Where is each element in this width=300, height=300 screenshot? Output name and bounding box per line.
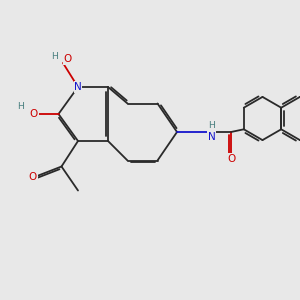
Text: N: N bbox=[208, 131, 215, 142]
Text: O: O bbox=[30, 109, 38, 119]
Text: H: H bbox=[51, 52, 58, 61]
Text: N: N bbox=[74, 82, 82, 92]
Text: H: H bbox=[18, 102, 24, 111]
Text: H: H bbox=[208, 121, 215, 130]
Text: O: O bbox=[29, 172, 37, 182]
Text: O: O bbox=[63, 54, 72, 64]
Text: O: O bbox=[227, 154, 235, 164]
